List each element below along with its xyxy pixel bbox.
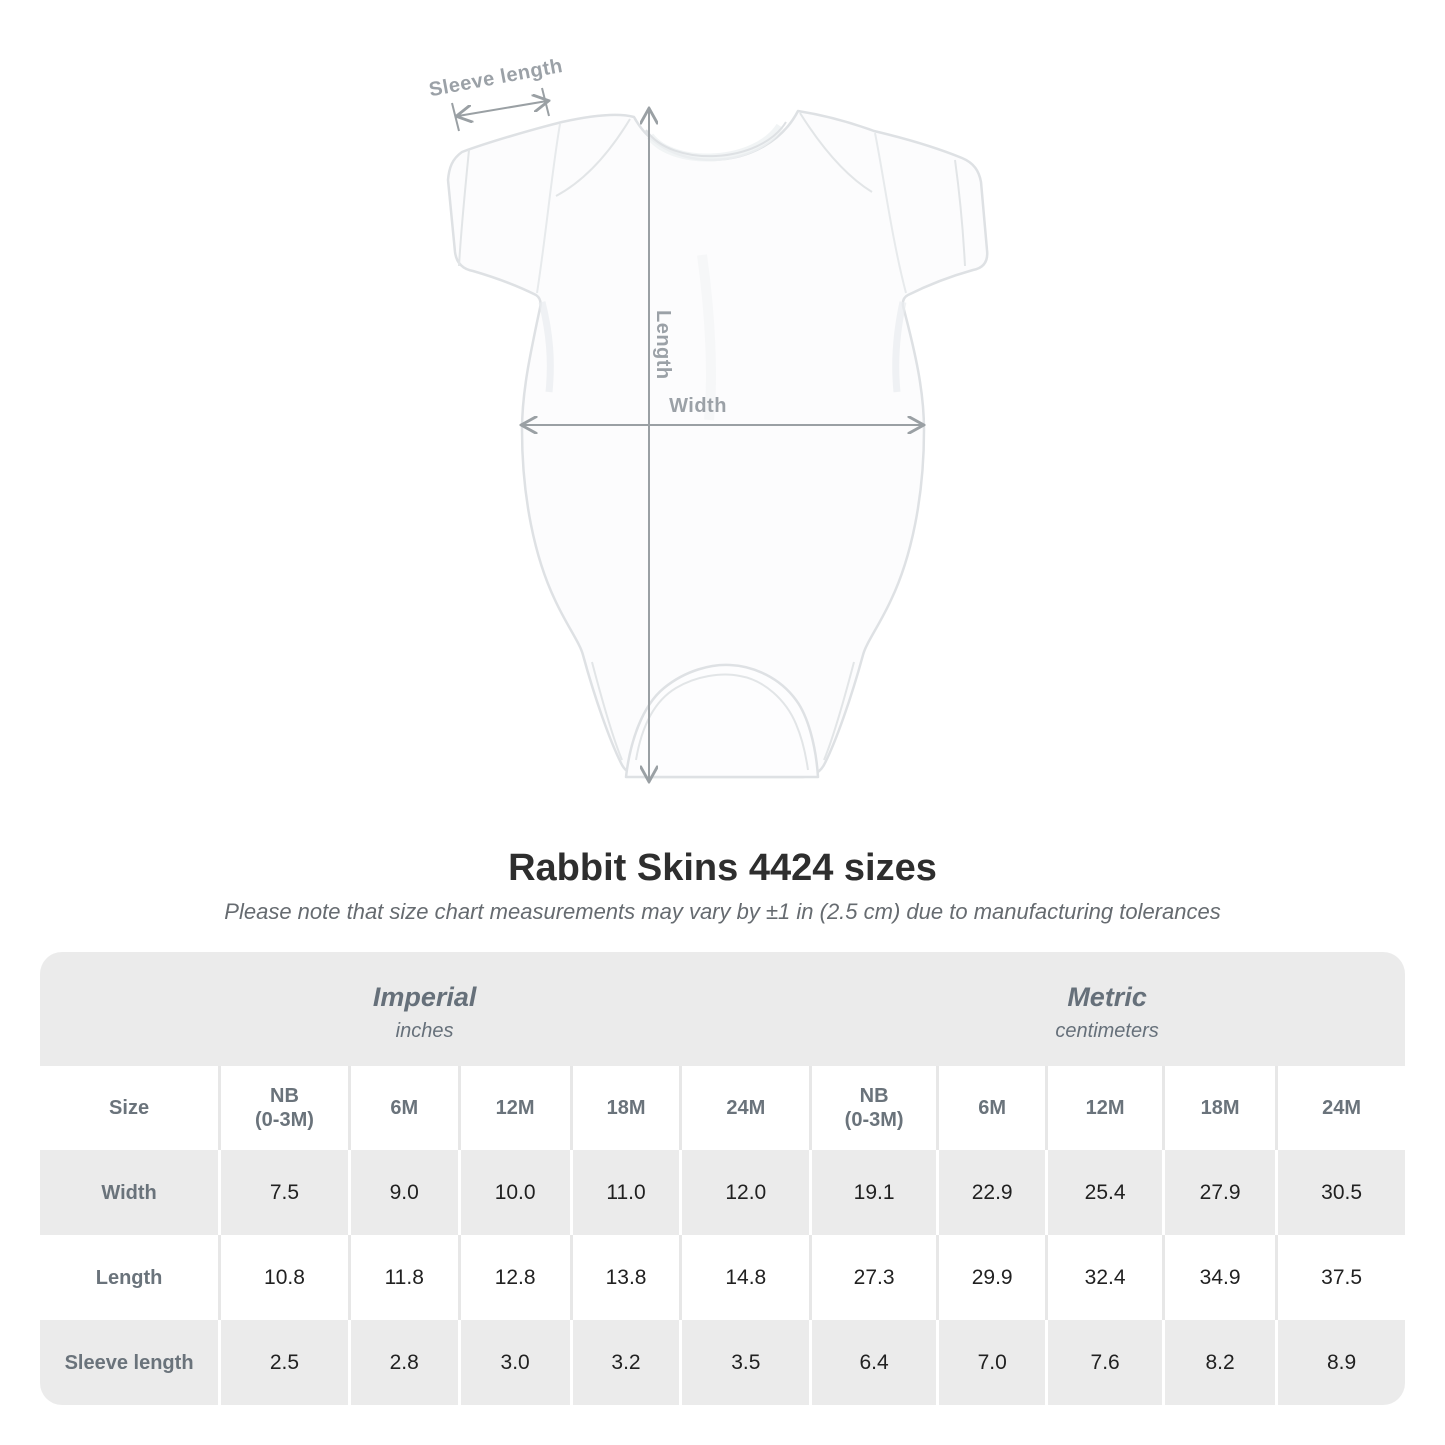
sleeve-length-tick-left — [451, 102, 460, 132]
table-cell: 6.4 — [809, 1320, 936, 1405]
right-leg-binding — [823, 661, 855, 761]
left-leg-binding — [591, 661, 623, 761]
table-cell: 7.0 — [936, 1320, 1045, 1405]
table-cell: 27.9 — [1161, 1150, 1275, 1235]
product-measurement-diagram: Sleeve length Length Width — [427, 55, 989, 850]
width-label: Width — [669, 395, 727, 417]
metric-section-title: Metric — [1067, 981, 1147, 1012]
bodysuit-shape — [446, 109, 989, 779]
length-label: Length — [652, 310, 674, 380]
column-header-12m-metric: 12M — [1045, 1066, 1162, 1150]
page-title: Rabbit Skins 4424 sizes — [508, 847, 937, 889]
column-header-18m-imperial: 18M — [569, 1066, 680, 1150]
imperial-section-title: Imperial — [372, 981, 477, 1012]
table-cell: 8.9 — [1275, 1320, 1405, 1405]
table-cell: 29.9 — [936, 1235, 1045, 1320]
table-cell: 30.5 — [1275, 1150, 1405, 1235]
table-cell: 10.0 — [457, 1150, 570, 1235]
table-cell: 27.3 — [809, 1235, 936, 1320]
table-cell: 14.8 — [679, 1235, 809, 1320]
table-cell: 3.2 — [569, 1320, 680, 1405]
table-cell: 10.8 — [218, 1235, 348, 1320]
column-header-24m-metric: 24M — [1275, 1066, 1405, 1150]
column-header-6m-imperial: 6M — [347, 1066, 458, 1150]
size-column-header: Size — [109, 1097, 150, 1119]
table-cell: 9.0 — [347, 1150, 458, 1235]
unit-section-row: Imperial inches Metric centimeters — [40, 952, 1405, 1066]
column-header-24m-imperial: 24M — [679, 1066, 809, 1150]
right-cuff-line — [954, 159, 966, 267]
table-cell: 12.8 — [457, 1235, 570, 1320]
table-cell: 11.8 — [347, 1235, 458, 1320]
chest-crease-shadow — [697, 254, 716, 421]
table-cell: 19.1 — [809, 1150, 936, 1235]
row-label-length: Length — [95, 1266, 163, 1289]
bodysuit-illustration: Sleeve length Length Width — [427, 55, 989, 850]
left-cuff-line — [458, 149, 470, 267]
left-armhole-seam — [536, 123, 561, 294]
size-chart-table: Imperial inches Metric centimeters Size … — [40, 952, 1405, 1405]
table-cell: 22.9 — [936, 1150, 1045, 1235]
table-cell: 12.0 — [679, 1150, 809, 1235]
table-cell: 13.8 — [569, 1235, 680, 1320]
table-cell: 3.0 — [457, 1320, 570, 1405]
bodysuit-outline — [446, 109, 989, 779]
left-underarm-shadow — [538, 301, 554, 393]
title-block: Rabbit Skins 4424 sizes Please note that… — [0, 847, 1445, 925]
column-header-6m-metric: 6M — [936, 1066, 1045, 1150]
imperial-section-unit: inches — [395, 1019, 454, 1042]
table-row-sleeve-length: Sleeve length 2.5 2.8 3.0 3.2 3.5 6.4 7.… — [40, 1320, 1405, 1405]
right-lap-edge — [799, 112, 873, 193]
table-cell: 25.4 — [1045, 1150, 1162, 1235]
sleeve-length-arrow — [458, 101, 547, 116]
right-armhole-seam — [874, 132, 907, 294]
column-header-nb-metric: NB (0-3M) — [809, 1066, 936, 1150]
column-header-nb-imperial: NB (0-3M) — [218, 1066, 348, 1150]
tolerance-note: Please note that size chart measurements… — [224, 898, 1221, 924]
table-cell: 32.4 — [1045, 1235, 1162, 1320]
left-lap-edge — [555, 118, 631, 197]
column-header-18m-metric: 18M — [1161, 1066, 1275, 1150]
table-cell: 8.2 — [1161, 1320, 1275, 1405]
right-underarm-shadow — [892, 301, 907, 393]
size-header-row: Size NB (0-3M) 6M 12M 18M 24M NB (0-3M) … — [40, 1066, 1405, 1150]
metric-section-unit: centimeters — [1055, 1019, 1159, 1042]
table-cell: 11.0 — [569, 1150, 680, 1235]
row-label-sleeve-length: Sleeve length — [64, 1351, 194, 1374]
table-row-length: Length 10.8 11.8 12.8 13.8 14.8 27.3 29.… — [40, 1235, 1405, 1320]
row-label-width: Width — [101, 1181, 157, 1204]
table-row-width: Width 7.5 9.0 10.0 11.0 12.0 19.1 22.9 2… — [40, 1150, 1405, 1235]
table-cell: 34.9 — [1161, 1235, 1275, 1320]
table-cell: 3.5 — [679, 1320, 809, 1405]
imperial-section-header: Imperial inches — [40, 952, 809, 1066]
table-cell: 2.8 — [347, 1320, 458, 1405]
table-cell: 7.6 — [1045, 1320, 1162, 1405]
neck-shadow — [646, 123, 784, 162]
metric-section-header: Metric centimeters — [809, 952, 1405, 1066]
table-cell: 7.5 — [218, 1150, 348, 1235]
table-cell: 2.5 — [218, 1320, 348, 1405]
sleeve-length-tick-right — [541, 87, 550, 117]
table-cell: 37.5 — [1275, 1235, 1405, 1320]
column-header-12m-imperial: 12M — [457, 1066, 570, 1150]
